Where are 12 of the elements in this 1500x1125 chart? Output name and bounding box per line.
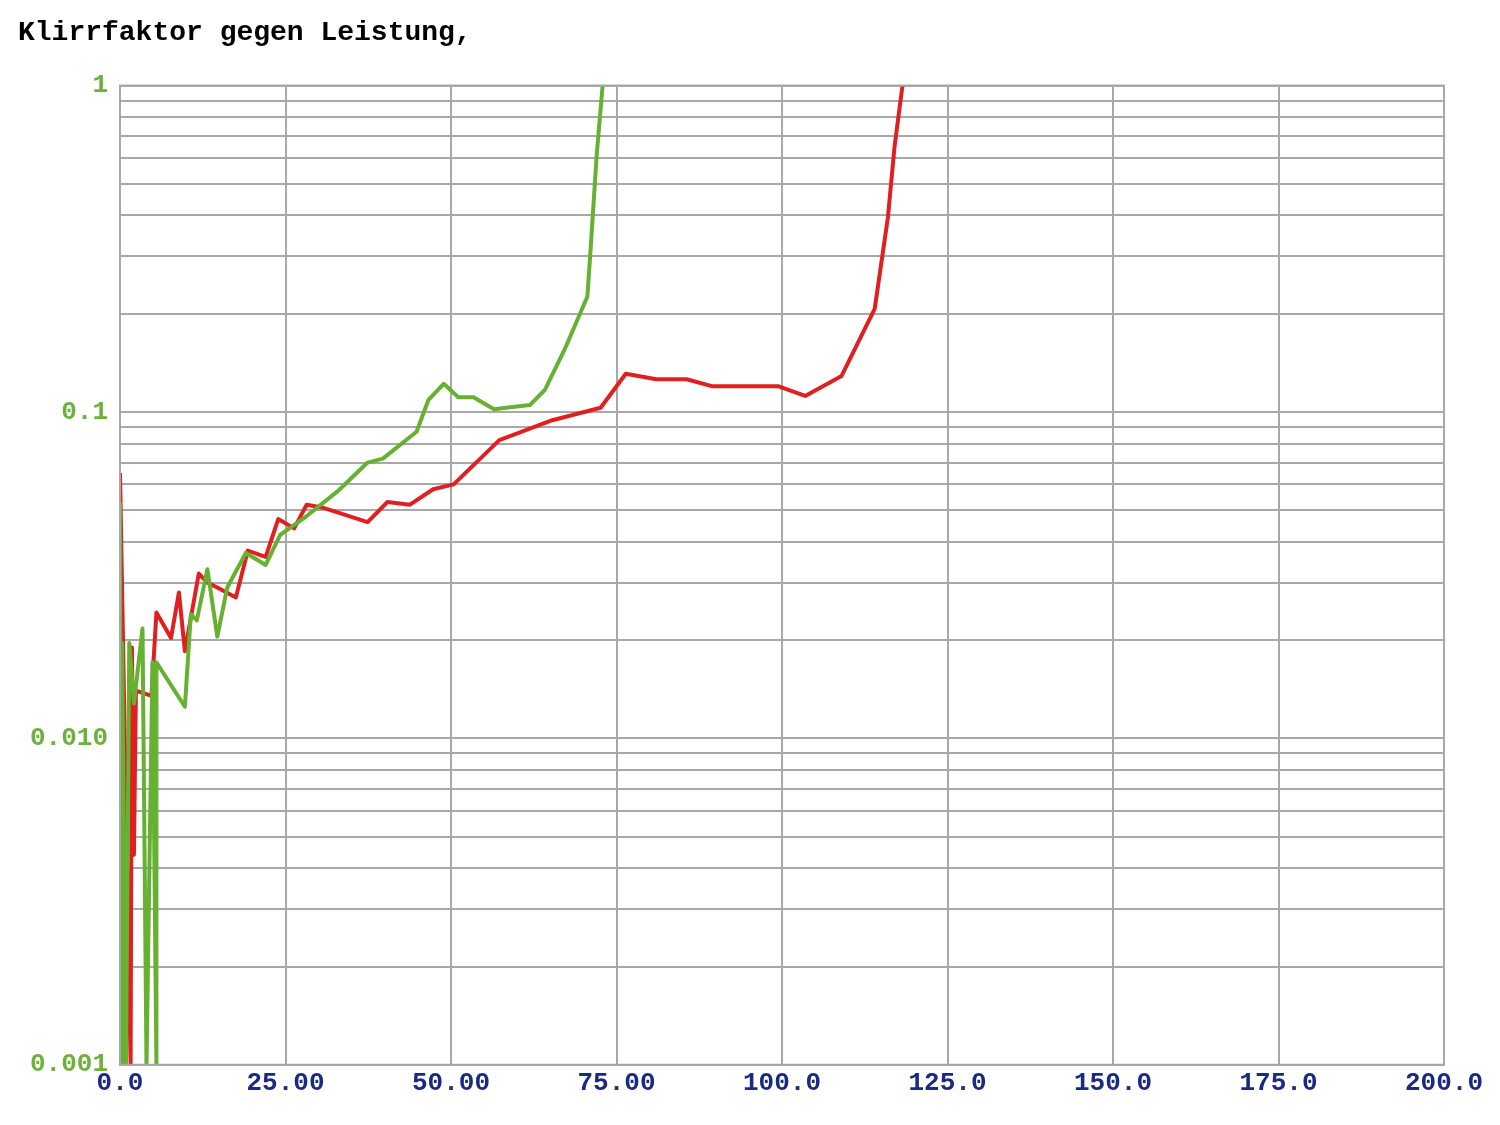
x-tick-label: 200.0 xyxy=(1404,1067,1484,1098)
x-tick-label: 125.0 xyxy=(908,1067,987,1098)
x-tick-label: 75.00 xyxy=(577,1067,656,1098)
y-tick-label: 1 xyxy=(92,70,109,101)
x-tick-label: 25.00 xyxy=(246,1067,325,1098)
x-tick-label: 100.0 xyxy=(743,1067,822,1098)
y-tick-label: 0.1 xyxy=(61,396,109,427)
x-tick-label: 50.00 xyxy=(412,1067,491,1098)
chart-title: Klirrfaktor gegen Leistung, xyxy=(18,16,472,48)
x-tick-label: 150.0 xyxy=(1074,1067,1153,1098)
x-tick-label: 175.0 xyxy=(1239,1067,1318,1098)
y-tick-label: 0.010 xyxy=(30,722,109,753)
